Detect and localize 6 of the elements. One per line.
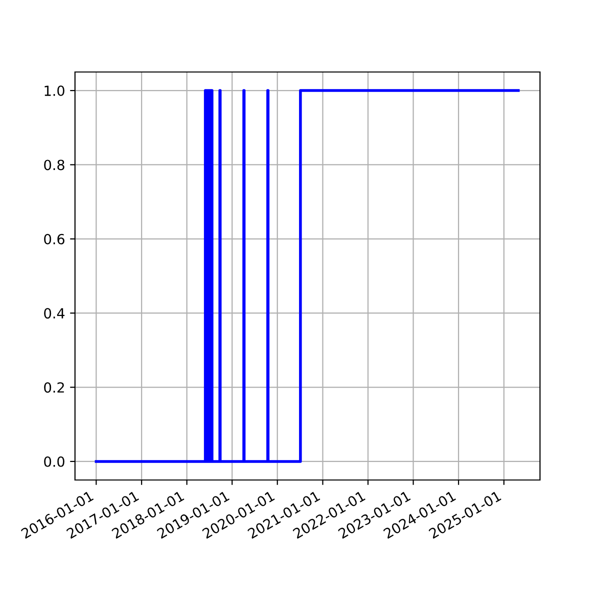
y-tick-label: 0.8 [44, 160, 64, 170]
y-tick-label: 0.0 [44, 456, 64, 467]
y-tick-label: 1.0 [44, 86, 64, 96]
y-tick-label: 0.2 [44, 382, 64, 393]
y-tick-label: 0.6 [44, 234, 64, 244]
y-tick-label: 0.4 [44, 308, 64, 319]
